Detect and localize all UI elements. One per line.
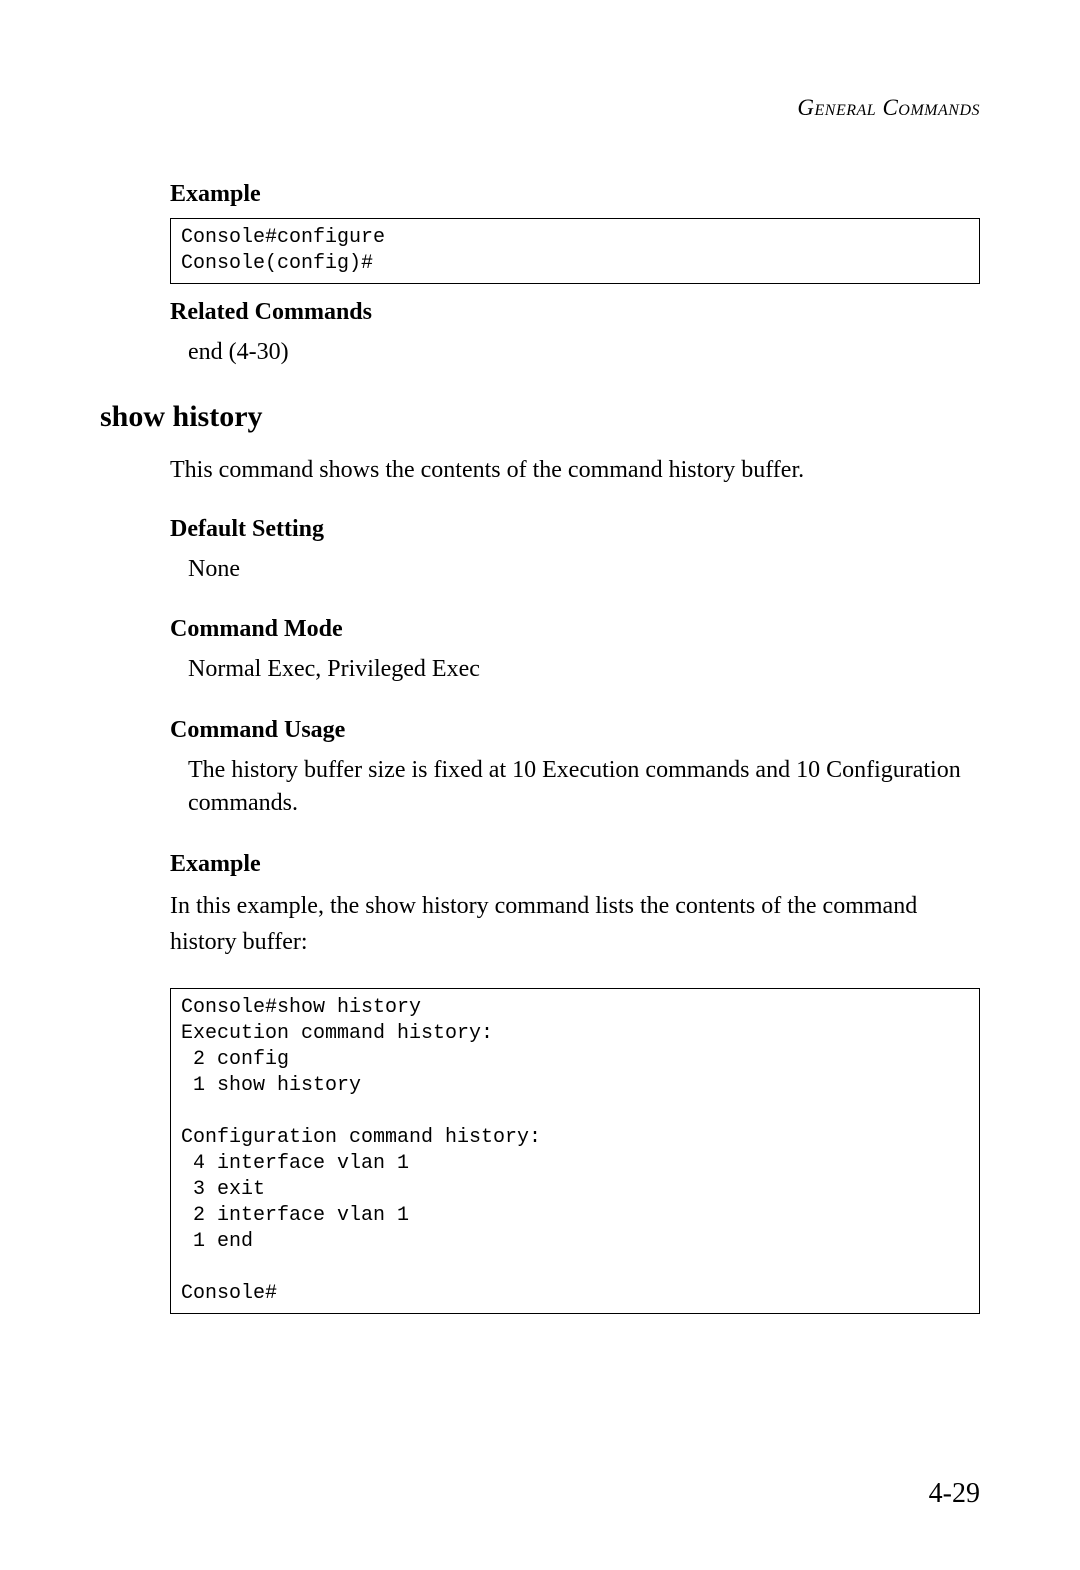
example-heading-2: Example <box>170 851 980 878</box>
example-heading-1: Example <box>170 181 980 208</box>
code-block-2: Console#show history Execution command h… <box>170 988 980 1314</box>
command-mode-text: Normal Exec, Privileged Exec <box>188 653 980 687</box>
default-setting-text: None <box>188 553 980 587</box>
page-number: 4-29 <box>929 1478 980 1510</box>
command-description: This command shows the contents of the c… <box>170 452 980 488</box>
default-setting-heading: Default Setting <box>170 516 980 543</box>
command-usage-text: The history buffer size is fixed at 10 E… <box>188 754 980 821</box>
related-commands-heading: Related Commands <box>170 299 980 326</box>
command-usage-heading: Command Usage <box>170 717 980 744</box>
command-title: show history <box>100 400 980 434</box>
related-commands-text: end (4-30) <box>188 336 980 370</box>
command-mode-heading: Command Mode <box>170 616 980 643</box>
example-intro: In this example, the show history comman… <box>170 888 980 960</box>
page-header: General Commands <box>100 95 980 121</box>
code-block-1: Console#configure Console(config)# <box>170 218 980 284</box>
header-text: General Commands <box>797 95 980 120</box>
